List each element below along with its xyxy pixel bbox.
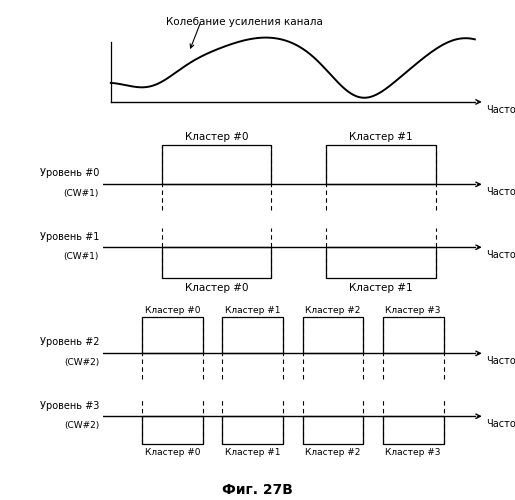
Text: Кластер #1: Кластер #1 xyxy=(349,132,413,142)
Text: Кластер #1: Кластер #1 xyxy=(225,448,281,457)
Text: Кластер #3: Кластер #3 xyxy=(385,306,441,314)
Text: Уровень #0: Уровень #0 xyxy=(40,168,99,178)
Text: Частота: Частота xyxy=(487,356,515,366)
Text: (CW#2): (CW#2) xyxy=(64,358,99,367)
Bar xyxy=(162,145,271,184)
Bar xyxy=(326,145,436,184)
Text: Кластер #0: Кластер #0 xyxy=(185,283,248,293)
Bar xyxy=(222,317,283,354)
Text: Уровень #1: Уровень #1 xyxy=(40,232,99,242)
Text: Кластер #2: Кластер #2 xyxy=(305,448,360,457)
Bar xyxy=(162,247,271,278)
Text: Фиг. 27В: Фиг. 27В xyxy=(222,484,293,498)
Text: Частота: Частота xyxy=(487,419,515,429)
Bar xyxy=(326,247,436,278)
Bar xyxy=(142,416,203,444)
Text: Колебание усиления канала: Колебание усиления канала xyxy=(166,16,322,26)
Text: (CW#1): (CW#1) xyxy=(64,252,99,262)
Bar xyxy=(383,317,443,354)
Bar xyxy=(142,317,203,354)
Text: Кластер #0: Кластер #0 xyxy=(145,306,200,314)
Bar xyxy=(383,416,443,444)
Bar xyxy=(303,416,363,444)
Text: Уровень #2: Уровень #2 xyxy=(40,338,99,347)
Text: Кластер #0: Кластер #0 xyxy=(185,132,248,142)
Text: Кластер #3: Кластер #3 xyxy=(385,448,441,457)
Text: Кластер #2: Кластер #2 xyxy=(305,306,360,314)
Text: Частота: Частота xyxy=(487,250,515,260)
Text: Частота: Частота xyxy=(486,106,515,116)
Bar xyxy=(222,416,283,444)
Text: Частота: Частота xyxy=(487,186,515,196)
Text: Кластер #1: Кластер #1 xyxy=(349,283,413,293)
Text: (CW#1): (CW#1) xyxy=(64,189,99,198)
Text: (CW#2): (CW#2) xyxy=(64,422,99,430)
Text: Кластер #0: Кластер #0 xyxy=(145,448,200,457)
Bar xyxy=(303,317,363,354)
Text: Кластер #1: Кластер #1 xyxy=(225,306,281,314)
Text: Уровень #3: Уровень #3 xyxy=(40,401,99,411)
